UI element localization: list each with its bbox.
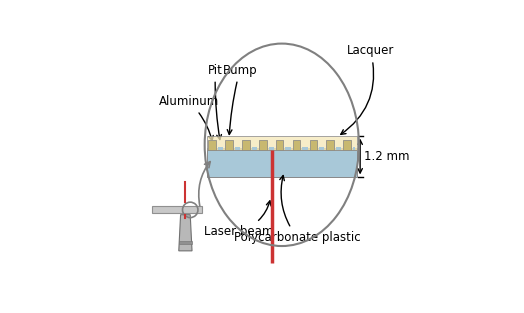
- Bar: [343, 140, 351, 150]
- Bar: [292, 140, 300, 150]
- Bar: [310, 140, 317, 150]
- Bar: [326, 140, 334, 150]
- Polygon shape: [179, 215, 192, 251]
- Bar: [302, 147, 308, 150]
- Bar: [286, 147, 291, 150]
- Text: Laser beam: Laser beam: [204, 201, 273, 238]
- Bar: [310, 140, 317, 150]
- Bar: [151, 206, 202, 213]
- Text: Pit: Pit: [208, 64, 223, 140]
- Text: 1.2 mm: 1.2 mm: [364, 150, 409, 163]
- Bar: [207, 150, 356, 177]
- Bar: [209, 140, 216, 150]
- Bar: [292, 140, 300, 150]
- Bar: [252, 147, 257, 150]
- Bar: [343, 140, 351, 150]
- Bar: [319, 147, 324, 150]
- Bar: [235, 147, 240, 150]
- Bar: [268, 147, 274, 150]
- Bar: [276, 140, 283, 150]
- Text: Bump: Bump: [223, 64, 257, 135]
- Bar: [326, 140, 334, 150]
- Bar: [259, 140, 267, 150]
- Bar: [225, 140, 233, 150]
- Bar: [242, 140, 250, 150]
- Text: Lacquer: Lacquer: [341, 44, 394, 134]
- Bar: [207, 148, 356, 150]
- Bar: [209, 140, 216, 150]
- Bar: [259, 140, 267, 150]
- Bar: [218, 147, 223, 150]
- Text: Polycarbonate plastic: Polycarbonate plastic: [234, 176, 361, 244]
- Bar: [207, 136, 356, 150]
- Bar: [225, 140, 233, 150]
- Bar: [353, 147, 355, 150]
- Bar: [276, 140, 283, 150]
- Bar: [336, 147, 341, 150]
- Text: Aluminum: Aluminum: [159, 95, 219, 141]
- Bar: [179, 241, 192, 244]
- Bar: [242, 140, 250, 150]
